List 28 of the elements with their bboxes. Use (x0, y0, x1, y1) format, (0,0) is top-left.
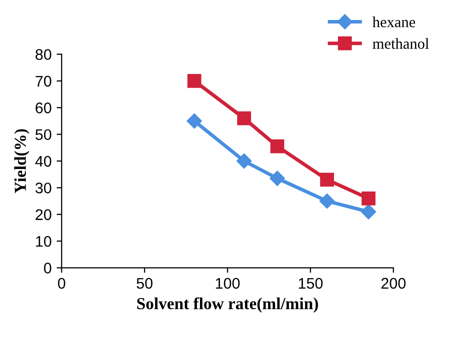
x-tick-label: 50 (136, 278, 152, 289)
point (237, 111, 252, 126)
y-tick-label: 50 (36, 129, 52, 140)
y-axis-title: Yield(%) (14, 129, 30, 194)
y-tick-label: 30 (35, 182, 52, 194)
y-tick-label: 70 (36, 76, 52, 87)
point (319, 194, 335, 209)
x-tick-label: 150 (298, 278, 323, 289)
point (270, 139, 284, 154)
point (186, 113, 202, 129)
legend-label: methanol (372, 38, 429, 49)
x-tick-label: 100 (216, 278, 240, 289)
y-tick-label: 10 (36, 236, 52, 247)
point (362, 191, 376, 206)
x-tick-label: 0 (58, 278, 66, 289)
y-tick-label: 20 (36, 209, 52, 220)
point (187, 74, 202, 88)
point (270, 170, 285, 186)
x-axis-title: Solvent flow rate(ml/min) (137, 297, 318, 313)
legend-label: hexane (372, 16, 416, 28)
y-tick-label: 0 (44, 262, 52, 274)
y-tick-label: 60 (36, 102, 52, 114)
point (360, 204, 376, 220)
y-tick-label: 40 (35, 156, 52, 167)
point (236, 153, 252, 169)
y-tick-label: 80 (36, 49, 52, 60)
point (320, 172, 334, 187)
x-tick-label: 200 (381, 278, 406, 289)
